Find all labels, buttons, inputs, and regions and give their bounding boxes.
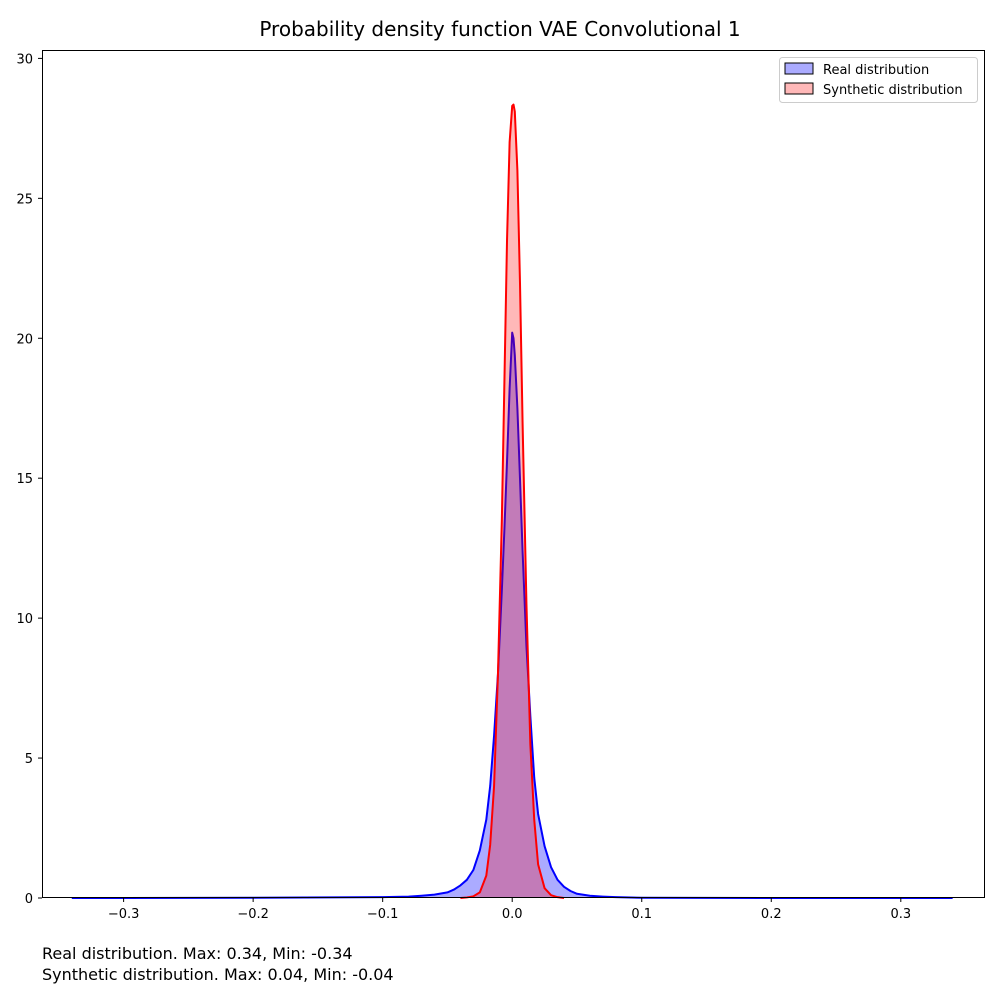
y-tick-label: 0	[25, 892, 33, 907]
legend-label-synthetic: Synthetic distribution	[823, 83, 963, 98]
legend-label-real: Real distribution	[823, 63, 929, 78]
y-tick-label: 10	[16, 612, 33, 627]
x-tick-label: 0.2	[761, 907, 782, 922]
x-tick-label: 0.0	[502, 907, 523, 922]
axis-ticks: −0.3 −0.2 −0.1 0.0 0.1 0.2 0.3 0 5 10 15 20 25 30	[16, 52, 911, 922]
y-tick-label: 5	[25, 752, 33, 767]
chart-title: Probability density function VAE Convolu…	[259, 17, 740, 41]
footnote-synthetic-distribution: Synthetic distribution. Max: 0.04, Min: …	[42, 965, 394, 984]
footnote-real-distribution: Real distribution. Max: 0.34, Min: -0.34	[42, 944, 353, 963]
legend-box	[779, 57, 978, 103]
y-tick-label: 15	[16, 472, 33, 487]
area-fill-real-distribution	[71, 332, 953, 898]
density-line-real-distribution	[71, 331, 953, 899]
y-tick-label: 30	[16, 52, 33, 67]
area-fill-synthetic-distribution	[460, 104, 565, 898]
x-tick-label: 0.3	[890, 907, 911, 922]
plot-area	[71, 103, 953, 899]
x-tick-label: 0.1	[631, 907, 652, 922]
legend-swatch-synthetic	[784, 82, 814, 95]
y-tick-label: 20	[16, 332, 33, 347]
x-tick-label: −0.1	[367, 907, 399, 922]
legend: Real distribution Synthetic distribution	[779, 57, 978, 103]
y-tick-label: 25	[16, 192, 33, 207]
x-tick-label: −0.3	[108, 907, 140, 922]
x-tick-label: −0.2	[237, 907, 269, 922]
pdf-chart: Probability density function VAE Convolu…	[16, 17, 985, 922]
plot-frame	[42, 50, 985, 898]
density-line-synthetic-distribution	[460, 103, 565, 899]
legend-swatch-real	[784, 62, 814, 75]
